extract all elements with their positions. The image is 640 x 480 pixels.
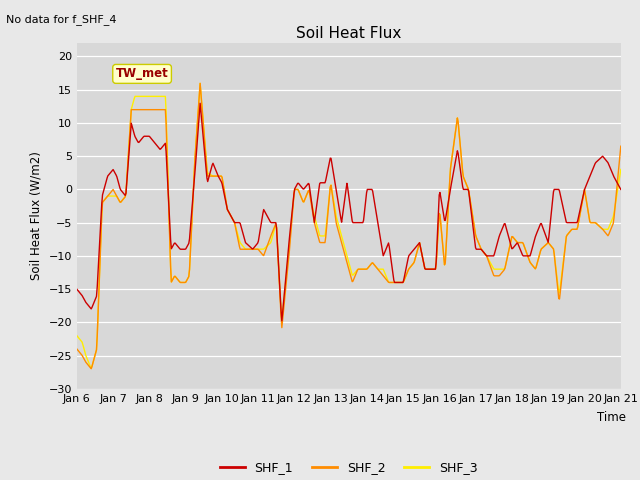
SHF_3 — [195, 102, 202, 108]
SHF_2 — [617, 144, 625, 149]
SHF_2 — [433, 261, 440, 266]
SHF_3 — [417, 243, 424, 249]
Text: TW_met: TW_met — [116, 67, 168, 80]
SHF_1 — [139, 135, 147, 141]
SHF_3 — [140, 94, 147, 99]
SHF_3 — [196, 81, 204, 86]
SHF_1 — [223, 206, 231, 212]
SHF_1 — [617, 187, 625, 192]
SHF_3 — [617, 167, 625, 172]
Line: SHF_3: SHF_3 — [77, 84, 621, 369]
Line: SHF_1: SHF_1 — [77, 103, 621, 321]
SHF_1 — [417, 243, 424, 249]
SHF_2 — [140, 107, 147, 112]
SHF_3 — [87, 366, 95, 372]
SHF_1 — [196, 100, 204, 106]
SHF_2 — [417, 243, 424, 249]
SHF_3 — [83, 355, 90, 360]
Text: No data for f_SHF_4: No data for f_SHF_4 — [6, 14, 117, 25]
SHF_3 — [433, 261, 440, 266]
SHF_1 — [433, 259, 440, 264]
SHF_2 — [73, 346, 81, 352]
SHF_1 — [83, 300, 90, 306]
Legend: SHF_1, SHF_2, SHF_3: SHF_1, SHF_2, SHF_3 — [214, 456, 483, 480]
SHF_1 — [194, 131, 202, 136]
SHF_2 — [195, 102, 202, 108]
SHF_3 — [224, 208, 232, 214]
SHF_2 — [83, 360, 90, 366]
X-axis label: Time: Time — [597, 411, 626, 424]
SHF_1 — [73, 286, 81, 292]
SHF_2 — [87, 366, 95, 372]
SHF_1 — [278, 318, 285, 324]
Line: SHF_2: SHF_2 — [77, 84, 621, 369]
Y-axis label: Soil Heat Flux (W/m2): Soil Heat Flux (W/m2) — [30, 152, 43, 280]
Title: Soil Heat Flux: Soil Heat Flux — [296, 25, 401, 41]
SHF_3 — [73, 333, 81, 338]
SHF_2 — [196, 81, 204, 86]
SHF_2 — [224, 208, 232, 214]
